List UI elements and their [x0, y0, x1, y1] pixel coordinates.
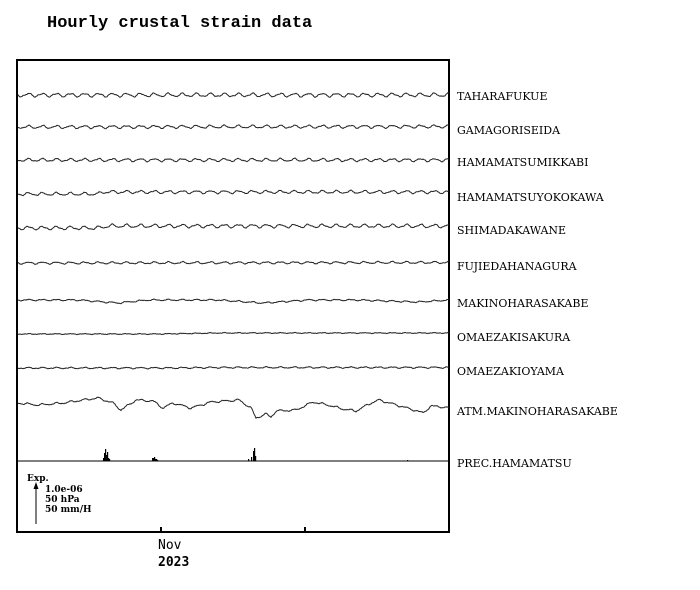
series-label: GAMAGORISEIDA [457, 124, 561, 137]
precip-bar [153, 458, 155, 461]
series-label: TAHARAFUKUE [457, 90, 547, 103]
series-label: OMAEZAKISAKURA [457, 331, 571, 344]
precip-bar [156, 459, 158, 461]
x-tick-label: Nov [158, 538, 182, 553]
trace-makinoharasakabe [17, 298, 450, 305]
precip-bar [103, 458, 105, 461]
series-label: HAMAMATSUMIKKABI [457, 156, 588, 169]
precip-bar [254, 448, 256, 461]
precip-bar [152, 458, 154, 461]
trace-atm-makinoharasakabe [17, 396, 450, 419]
scale-legend-title: Exp. [27, 474, 49, 484]
chart-title: Hourly crustal strain data [47, 14, 313, 33]
series-label: OMAEZAKIOYAMA [457, 365, 565, 378]
precip-bar [107, 452, 109, 461]
x-year-label: 2023 [158, 555, 189, 570]
precip-bar [104, 453, 106, 461]
series-label: HAMAMATSUYOKOKAWA [457, 191, 605, 204]
trace-omaezakisakura [17, 331, 450, 336]
scale-strain: 1.0e-06 [45, 485, 83, 495]
precip-bar [248, 459, 250, 461]
precip-bar [251, 457, 253, 461]
trace-hamamatsuyokokawa [17, 189, 450, 197]
precip-bar [157, 460, 159, 461]
series-label: MAKINOHARASAKABE [457, 297, 588, 310]
scale-arrow-head [33, 482, 39, 489]
trace-shimadakawane [17, 223, 450, 231]
plot-frame [16, 59, 450, 533]
trace-gamagoriseida [17, 124, 450, 130]
trace-taharafukue [17, 91, 450, 99]
precip-bar [108, 458, 110, 461]
precip-bar [105, 449, 107, 461]
scale-legend: Exp. 1.0e-06 50 hPa 50 mm/H [27, 474, 92, 524]
trace-fujiedahanagura [17, 260, 450, 266]
precip-bar [255, 456, 257, 461]
precip-bar [109, 459, 111, 461]
precip-bar [253, 451, 255, 461]
precip-bar [106, 455, 108, 461]
trace-hamamatsumikkabi [17, 157, 450, 163]
scale-pressure: 50 hPa [45, 495, 80, 505]
trace-omaezakioyama [17, 365, 450, 370]
scale-precip: 50 mm/H [45, 505, 92, 515]
precip-bar [407, 460, 409, 461]
series-label: PREC.HAMAMATSU [457, 457, 572, 470]
series-label: ATM.MAKINOHARASAKABE [456, 405, 618, 418]
precip-bar [155, 459, 157, 461]
series-label: SHIMADAKAWANE [457, 224, 566, 237]
precip-bar [154, 457, 156, 461]
series-label: FUJIEDAHANAGURA [457, 260, 578, 273]
